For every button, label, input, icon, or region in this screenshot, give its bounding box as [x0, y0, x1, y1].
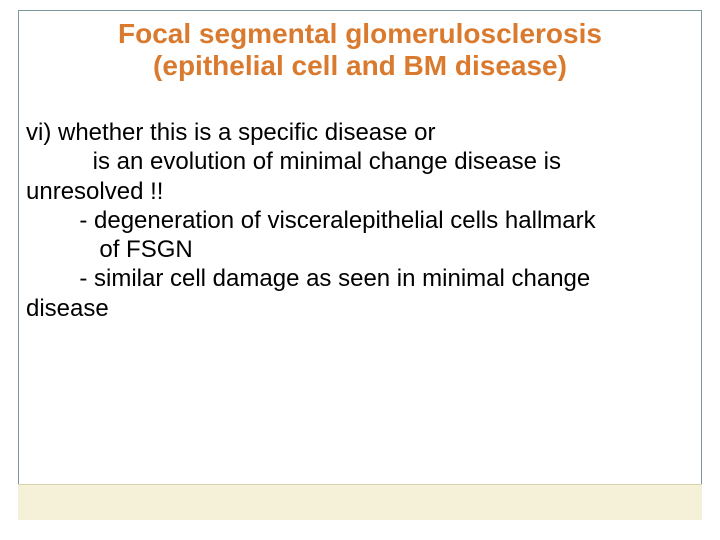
slide-body: vi) whether this is a specific disease o… [26, 118, 696, 323]
title-line-2: (epithelial cell and BM disease) [18, 50, 702, 82]
slide-title: Focal segmental glomerulosclerosis (epit… [18, 18, 702, 82]
footer-band [18, 484, 702, 520]
title-line-1: Focal segmental glomerulosclerosis [18, 18, 702, 50]
slide: Focal segmental glomerulosclerosis (epit… [0, 0, 720, 540]
